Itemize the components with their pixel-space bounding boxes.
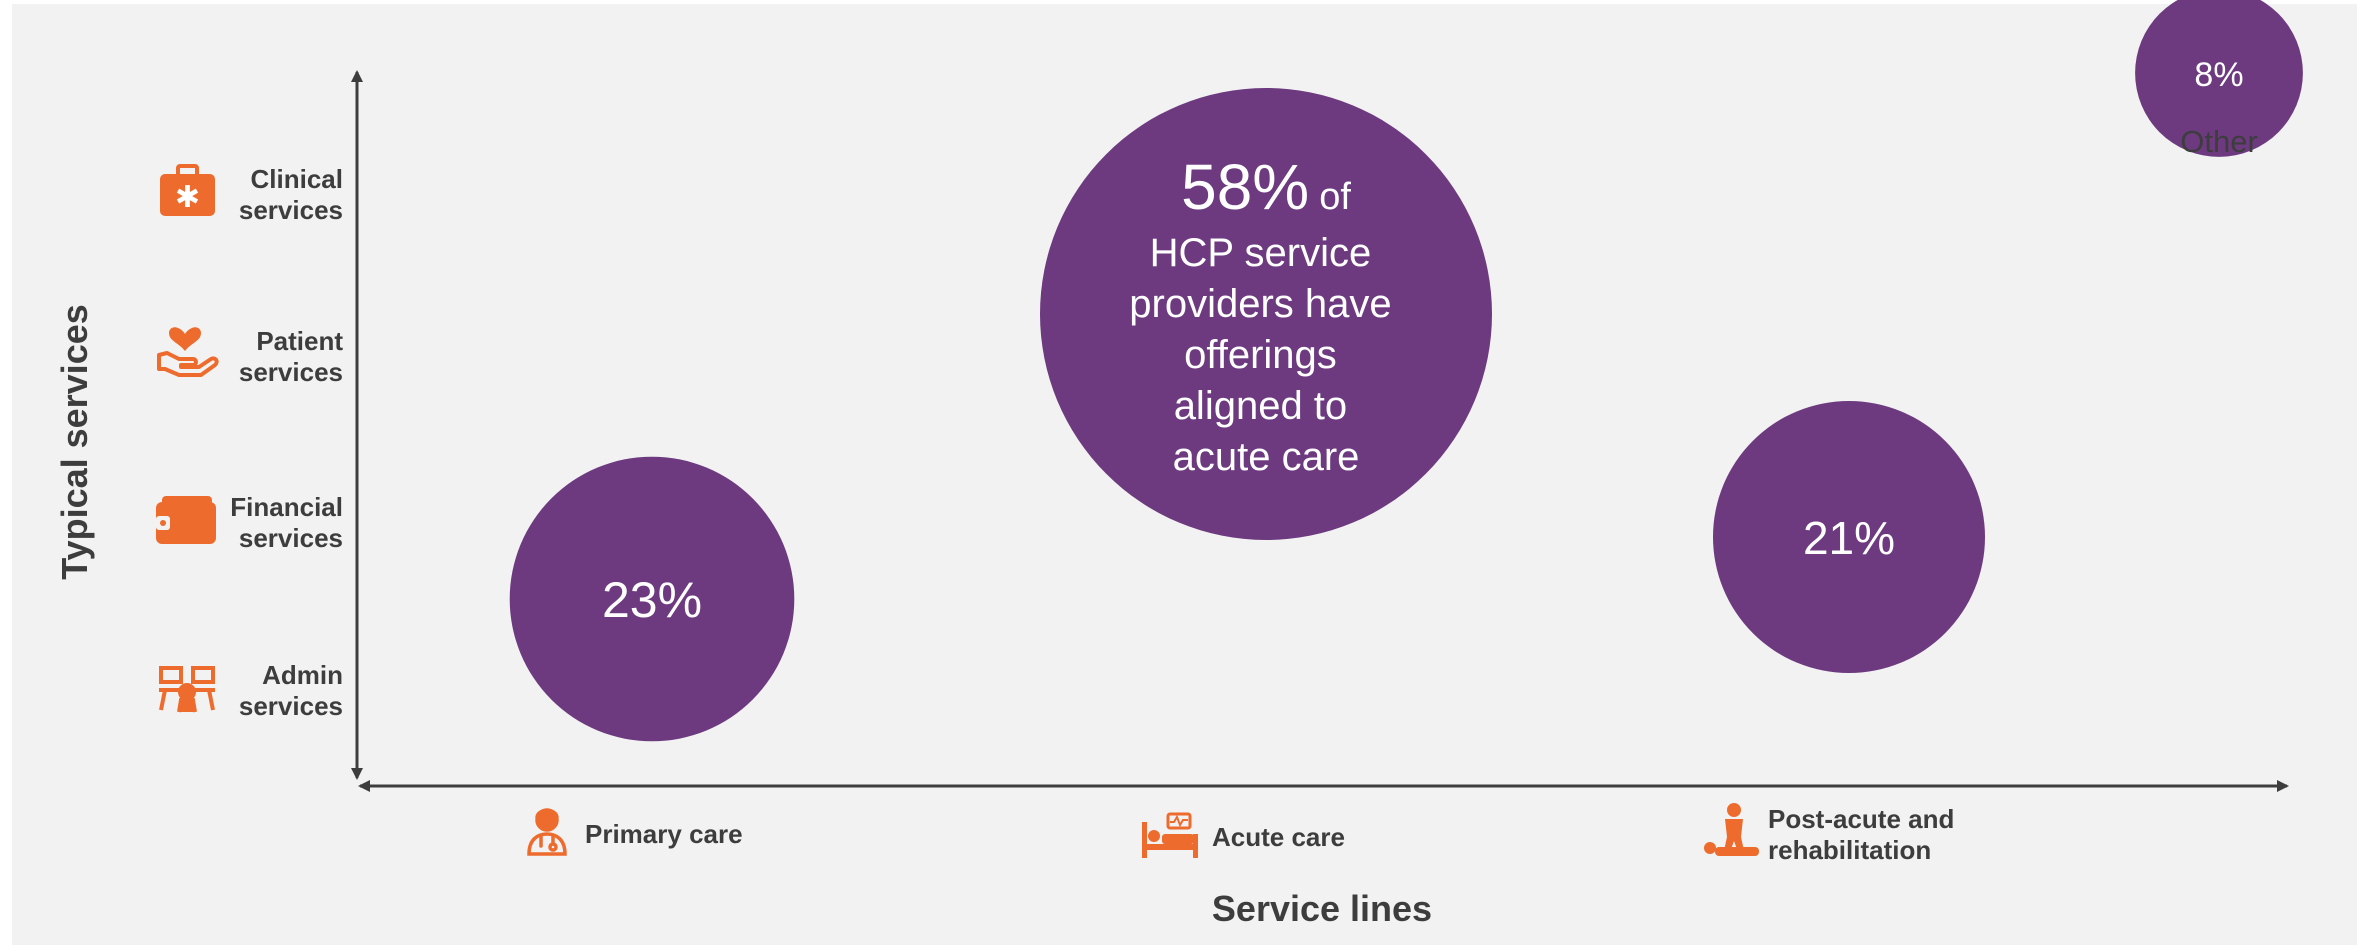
bubble-other — [2135, 0, 2303, 157]
hand-heart-icon — [157, 327, 219, 377]
medical-kit-icon: ✱ — [160, 164, 215, 216]
bubble-text-acute: HCP service providers have offerings ali… — [1129, 231, 1403, 479]
x-label-acute: Acute care — [1212, 822, 1345, 852]
bubble-acute — [1040, 88, 1492, 540]
bubble-label-other: 8% — [2194, 56, 2243, 94]
x-label-primary: Primary care — [585, 819, 743, 849]
y-label-clinical: Clinical services — [239, 164, 343, 225]
hospital-bed-icon — [1142, 812, 1198, 858]
bubble-post — [1713, 401, 1985, 673]
bubbles — [509, 0, 2303, 742]
y-axis-title: Typical services — [54, 304, 95, 580]
bubble-label-acute: 58% of — [1181, 151, 1351, 223]
bubble-acute-percent: 58% — [1181, 151, 1309, 223]
bubble-label-post: 21% — [1803, 512, 1895, 564]
wallet-icon — [156, 496, 216, 544]
bubble-primary — [509, 456, 795, 742]
y-label-financial: Financial services — [230, 492, 343, 553]
bubble-label-primary: 23% — [602, 572, 702, 628]
bubble-acute-percent-suffix: of — [1319, 176, 1351, 218]
y-label-admin: Admin services — [239, 660, 343, 721]
doctor-icon — [527, 808, 567, 856]
y-labels: Clinical services Patient services Financi… — [230, 164, 343, 721]
x-labels: Primary care Acute care Post-acute and re… — [585, 804, 1954, 865]
y-label-patient: Patient services — [239, 326, 343, 387]
bubble-caption-other: Other — [2180, 124, 2258, 159]
svg-text:✱: ✱ — [175, 180, 200, 215]
cpr-icon — [1704, 803, 1759, 856]
office-desks-icon — [159, 666, 215, 713]
x-label-post: Post-acute and rehabilitation — [1768, 804, 1954, 865]
x-axis-title: Service lines — [1212, 888, 1432, 929]
